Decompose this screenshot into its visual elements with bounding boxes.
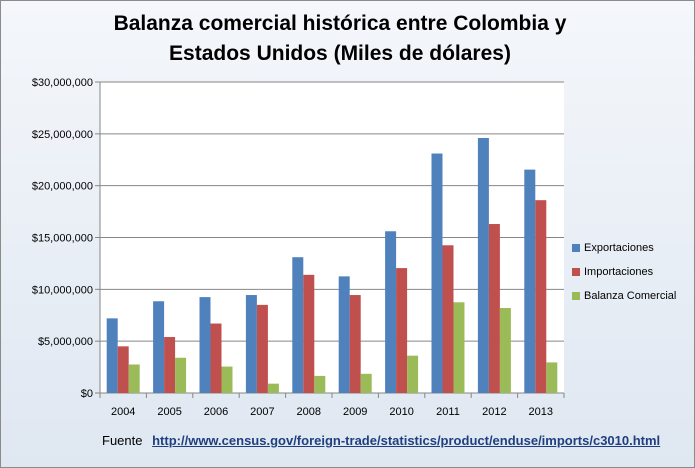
source-label: Fuente	[102, 433, 143, 448]
x-tick-label: 2013	[529, 406, 553, 418]
bar-exportaciones	[292, 257, 304, 393]
y-tick-label: $30,000,000	[32, 77, 93, 89]
bar-exportaciones	[338, 276, 350, 393]
legend-swatch	[572, 268, 580, 276]
x-tick-label: 2008	[297, 406, 321, 418]
legend-label: Importaciones	[584, 266, 654, 278]
y-tick-label: $10,000,000	[32, 284, 93, 296]
bar-importaciones	[349, 295, 361, 393]
bar-balanza-comercial	[499, 307, 511, 393]
legend-label: Balanza Comercial	[584, 290, 677, 302]
y-tick-label: $5,000,000	[38, 336, 93, 348]
bar-exportaciones	[245, 295, 257, 393]
legend-swatch	[572, 244, 580, 252]
x-tick-label: 2007	[250, 406, 274, 418]
bar-exportaciones	[477, 137, 489, 393]
bar-importaciones	[396, 268, 408, 393]
source-line: Fuente http://www.census.gov/foreign-tra…	[102, 433, 660, 448]
legend-item: Exportaciones	[572, 236, 676, 260]
bar-importaciones	[164, 337, 176, 393]
bar-balanza-comercial	[360, 373, 372, 393]
bar-balanza-comercial	[267, 383, 279, 393]
bar-importaciones	[303, 274, 315, 393]
y-tick-label: $15,000,000	[32, 233, 93, 245]
bar-exportaciones	[431, 153, 443, 393]
bar-importaciones	[488, 224, 500, 393]
bar-importaciones	[535, 200, 547, 393]
bar-balanza-comercial	[453, 302, 465, 393]
chart-legend: Exportaciones Importaciones Balanza Comerc…	[572, 236, 676, 308]
bar-importaciones	[117, 346, 129, 393]
x-tick-label: 2011	[436, 406, 460, 418]
y-tick-label: $20,000,000	[32, 181, 93, 193]
bar-exportaciones	[199, 297, 211, 393]
bar-exportaciones	[106, 318, 118, 393]
bar-balanza-comercial	[314, 375, 326, 393]
bar-balanza-comercial	[128, 364, 140, 393]
bar-balanza-comercial	[407, 355, 419, 393]
y-tick-label: $25,000,000	[32, 129, 93, 141]
chart-title-line-2: Estados Unidos (Miles de dólares)	[169, 42, 511, 65]
bar-exportaciones	[524, 169, 536, 393]
chart-title-line-1: Balanza comercial histórica entre Colomb…	[113, 12, 567, 35]
source-link[interactable]: http://www.census.gov/foreign-trade/stat…	[152, 433, 661, 448]
bar-importaciones	[442, 245, 454, 393]
bar-exportaciones	[385, 231, 397, 393]
x-tick-label: 2004	[111, 406, 135, 418]
y-tick-label: $0	[81, 388, 93, 400]
bar-balanza-comercial	[175, 357, 187, 393]
x-tick-label: 2005	[157, 406, 181, 418]
x-tick-label: 2006	[204, 406, 228, 418]
x-tick-label: 2012	[482, 406, 506, 418]
x-tick-label: 2009	[343, 406, 367, 418]
bar-balanza-comercial	[546, 362, 558, 393]
x-tick-label: 2010	[389, 406, 413, 418]
bar-importaciones	[210, 323, 222, 393]
bar-importaciones	[256, 304, 268, 393]
legend-item: Balanza Comercial	[572, 284, 676, 308]
bar-exportaciones	[153, 301, 165, 393]
legend-label: Exportaciones	[584, 242, 654, 254]
legend-item: Importaciones	[572, 260, 676, 284]
legend-swatch	[572, 292, 580, 300]
bar-balanza-comercial	[221, 366, 233, 393]
